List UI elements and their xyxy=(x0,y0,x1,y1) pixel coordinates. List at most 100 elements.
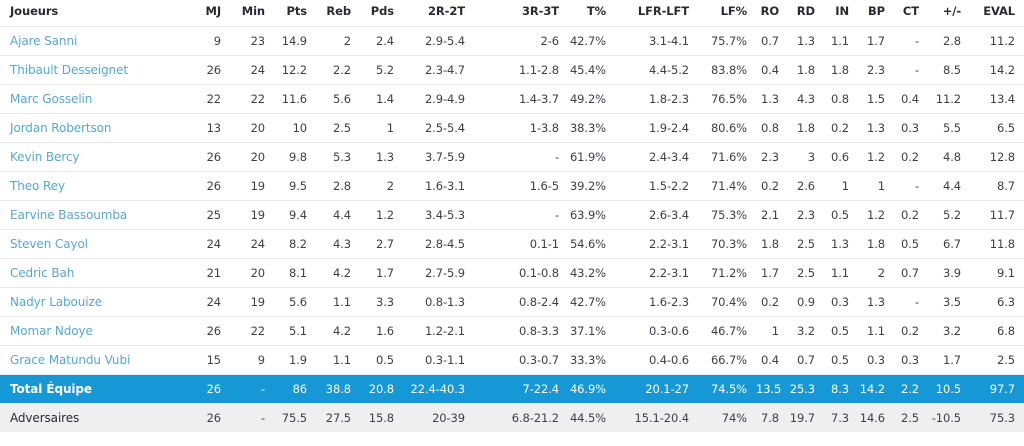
stat-ct: - xyxy=(894,26,928,56)
stat-pds: 1.6 xyxy=(360,316,403,346)
player-name-link[interactable]: Momar Ndoye xyxy=(0,316,186,346)
stat-pts: 5.1 xyxy=(274,316,316,346)
stat-mj: 13 xyxy=(186,113,230,143)
stat-pds: 20.8 xyxy=(360,374,403,403)
team-stats-table: Joueurs MJ Min Pts Reb Pds 2R-2T 3R-3T T% LFR-LFT… xyxy=(0,0,1024,432)
stat-lf-pct: 66.7% xyxy=(698,345,756,375)
stat-2r-2t: 1.6-3.1 xyxy=(403,171,474,201)
stat-lf-pct: 83.8% xyxy=(698,55,756,85)
stat-plus-minus: 3.2 xyxy=(928,316,970,346)
stat-2r-2t: 0.3-1.1 xyxy=(403,345,474,375)
stat-lf-pct: 71.2% xyxy=(698,258,756,288)
stat-eval: 11.2 xyxy=(970,26,1024,56)
column-header-pts: Pts xyxy=(274,0,316,27)
column-header-bp: BP xyxy=(858,0,894,27)
player-name-link[interactable]: Nadyr Labouize xyxy=(0,287,186,317)
stat-ro: 2.1 xyxy=(756,200,788,230)
player-row: Momar Ndoye 26 22 5.1 4.2 1.6 1.2-2.1 0.8-3.3 37… xyxy=(0,316,1024,346)
player-row: Thibault Desseignet 26 24 12.2 2.2 5.2 2.3-4.7… xyxy=(0,55,1024,85)
stat-2r-2t: 2.7-5.9 xyxy=(403,258,474,288)
stat-2r-2t: 0.8-1.3 xyxy=(403,287,474,317)
stat-in: 0.5 xyxy=(824,345,858,375)
stat-lfr-lft: 2.2-3.1 xyxy=(615,258,698,288)
stat-pds: 15.8 xyxy=(360,403,403,432)
total-label: Total Équipe xyxy=(0,374,186,403)
stat-t-pct: 46.9% xyxy=(568,374,615,403)
stat-2r-2t: 22.4-40.3 xyxy=(403,374,474,403)
player-row: Nadyr Labouize 24 19 5.6 1.1 3.3 0.8-1.3 0.8-2.… xyxy=(0,287,1024,317)
player-name-link[interactable]: Theo Rey xyxy=(0,171,186,201)
player-name-link[interactable]: Marc Gosselin xyxy=(0,84,186,114)
stat-mj: 26 xyxy=(186,142,230,172)
stat-in: 0.8 xyxy=(824,84,858,114)
stat-min: 19 xyxy=(230,171,274,201)
stat-lfr-lft: 20.1-27 xyxy=(615,374,698,403)
stat-t-pct: 45.4% xyxy=(568,55,615,85)
stat-bp: 0.3 xyxy=(858,345,894,375)
stat-ct: 0.2 xyxy=(894,316,928,346)
stat-pds: 1.3 xyxy=(360,142,403,172)
stat-3r-3t: 0.1-1 xyxy=(474,229,568,259)
stat-rd: 25.3 xyxy=(788,374,824,403)
stat-reb: 1.1 xyxy=(316,345,360,375)
stat-2r-2t: 3.4-5.3 xyxy=(403,200,474,230)
stat-ro: 1.8 xyxy=(756,229,788,259)
player-name-link[interactable]: Thibault Desseignet xyxy=(0,55,186,85)
stat-plus-minus: 2.8 xyxy=(928,26,970,56)
stat-bp: 1.8 xyxy=(858,229,894,259)
stat-t-pct: 61.9% xyxy=(568,142,615,172)
player-name-link[interactable]: Ajare Sanni xyxy=(0,26,186,56)
player-row: Jordan Robertson 13 20 10 2.5 1 2.5-5.4 1-3.8 38… xyxy=(0,113,1024,143)
column-header-eval: EVAL xyxy=(970,0,1024,27)
stat-in: 8.3 xyxy=(824,374,858,403)
stat-lfr-lft: 0.4-0.6 xyxy=(615,345,698,375)
stat-2r-2t: 2.3-4.7 xyxy=(403,55,474,85)
stat-pts: 5.6 xyxy=(274,287,316,317)
stat-reb: 4.2 xyxy=(316,258,360,288)
player-row: Kevin Bercy 26 20 9.8 5.3 1.3 3.7-5.9-61.9% 2.4… xyxy=(0,142,1024,172)
stat-bp: 1.5 xyxy=(858,84,894,114)
player-name-link[interactable]: Jordan Robertson xyxy=(0,113,186,143)
player-name-link[interactable]: Cedric Bah xyxy=(0,258,186,288)
stat-3r-3t: 0.1-0.8 xyxy=(474,258,568,288)
column-header-plus-minus: +/- xyxy=(928,0,970,27)
stat-rd: 0.7 xyxy=(788,345,824,375)
stat-plus-minus: -10.5 xyxy=(928,403,970,432)
stat-2r-2t: 2.8-4.5 xyxy=(403,229,474,259)
stat-rd: 3.2 xyxy=(788,316,824,346)
stat-2r-2t: 20-39 xyxy=(403,403,474,432)
stat-t-pct: 38.3% xyxy=(568,113,615,143)
stat-ro: 0.2 xyxy=(756,171,788,201)
stat-ro: 2.3 xyxy=(756,142,788,172)
stat-rd: 1.8 xyxy=(788,113,824,143)
stat-t-pct: 49.2% xyxy=(568,84,615,114)
stat-2r-2t: 2.9-4.9 xyxy=(403,84,474,114)
stat-t-pct: 42.7% xyxy=(568,26,615,56)
stat-ct: 2.5 xyxy=(894,403,928,432)
stat-lf-pct: 74% xyxy=(698,403,756,432)
player-name-link[interactable]: Steven Cayol xyxy=(0,229,186,259)
stat-plus-minus: 6.7 xyxy=(928,229,970,259)
player-name-link[interactable]: Earvine Bassoumba xyxy=(0,200,186,230)
stat-pts: 75.5 xyxy=(274,403,316,432)
stat-ct: - xyxy=(894,171,928,201)
stat-ct: 0.2 xyxy=(894,142,928,172)
stat-mj: 26 xyxy=(186,55,230,85)
column-header-min: Min xyxy=(230,0,274,27)
stat-lf-pct: 70.3% xyxy=(698,229,756,259)
column-header-t-pct: T% xyxy=(568,0,615,27)
column-header-joueurs: Joueurs xyxy=(0,0,186,27)
stat-ct: 0.3 xyxy=(894,113,928,143)
column-header-rd: RD xyxy=(788,0,824,27)
stat-eval: 13.4 xyxy=(970,84,1024,114)
stat-lf-pct: 75.7% xyxy=(698,26,756,56)
stat-reb: 38.8 xyxy=(316,374,360,403)
player-name-link[interactable]: Grace Matundu Vubi xyxy=(0,345,186,375)
stat-mj: 26 xyxy=(186,403,230,432)
stat-ro: 1.7 xyxy=(756,258,788,288)
stat-3r-3t: 0.8-2.4 xyxy=(474,287,568,317)
stat-eval: 8.7 xyxy=(970,171,1024,201)
player-name-link[interactable]: Kevin Bercy xyxy=(0,142,186,172)
stat-plus-minus: 4.4 xyxy=(928,171,970,201)
stat-plus-minus: 4.8 xyxy=(928,142,970,172)
